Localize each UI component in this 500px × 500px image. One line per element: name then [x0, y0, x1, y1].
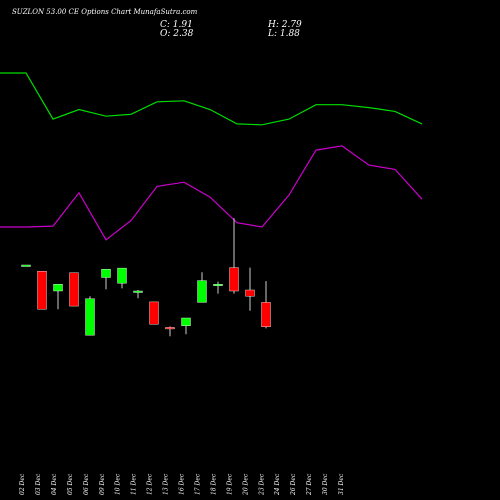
candle	[133, 290, 143, 299]
date-tick-label: 27 Dec	[306, 473, 313, 496]
date-tick-label: 03 Dec	[35, 473, 42, 495]
candle-body	[133, 290, 143, 293]
candle-body	[213, 284, 223, 286]
candle	[53, 284, 63, 310]
lower-line-series	[0, 145, 423, 241]
candle	[229, 218, 239, 294]
date-tick-label: 16 Dec	[179, 473, 186, 495]
candle-body	[21, 264, 31, 267]
upper-line-series	[0, 72, 423, 126]
low-value: L: 1.88	[268, 29, 300, 39]
candle-body	[37, 271, 47, 310]
candle	[181, 317, 191, 335]
candle-body	[149, 301, 159, 325]
candlesticks	[21, 218, 271, 337]
date-tick-label: 24 Dec	[274, 473, 281, 496]
candle-body	[101, 269, 111, 278]
high-value: H: 2.79	[268, 20, 302, 30]
date-tick-label: 31 Dec	[338, 473, 345, 495]
candle-body	[69, 272, 79, 307]
candle	[21, 264, 31, 267]
date-tick-label: 17 Dec	[194, 473, 201, 495]
date-tick-label: 11 Dec	[131, 473, 138, 495]
date-tick-label: 05 Dec	[67, 473, 74, 495]
date-axis: 02 Dec 03 Dec 04 Dec 05 Dec 06 Dec 09 Dec 10 D…	[19, 473, 345, 496]
candle-body	[245, 289, 255, 297]
candle	[117, 267, 127, 289]
candle	[149, 301, 159, 325]
candle-body	[53, 284, 63, 292]
date-tick-label: 26 Dec	[290, 473, 297, 496]
candle	[37, 271, 47, 310]
candle	[165, 326, 175, 337]
date-tick-label: 12 Dec	[147, 473, 154, 495]
date-tick-label: 09 Dec	[99, 473, 106, 495]
date-tick-label: 13 Dec	[163, 473, 170, 495]
candle-body	[85, 298, 95, 336]
candle-body	[261, 302, 271, 327]
candle	[69, 272, 79, 307]
date-tick-label: 19 Dec	[226, 473, 233, 495]
candle	[261, 281, 271, 329]
open-value: O: 2.38	[160, 29, 194, 39]
chart-title: SUZLON 53.00 CE Options Chart MunafaSutr…	[12, 8, 198, 16]
date-tick-label: 23 Dec	[258, 473, 265, 496]
price-lines	[0, 72, 423, 241]
candle-body	[197, 280, 207, 303]
candle-body	[165, 327, 175, 330]
candle	[101, 269, 111, 290]
close-value: C: 1.91	[160, 20, 193, 30]
date-tick-label: 06 Dec	[83, 473, 90, 495]
candle	[197, 272, 207, 303]
date-tick-label: 04 Dec	[51, 473, 58, 495]
candle	[213, 281, 223, 294]
candle-body	[117, 267, 127, 284]
candle	[85, 296, 95, 336]
date-tick-label: 02 Dec	[19, 473, 26, 495]
date-tick-label: 18 Dec	[210, 473, 217, 495]
candle-body	[229, 267, 239, 292]
date-tick-label: 10 Dec	[115, 473, 122, 495]
candle-body	[181, 317, 191, 327]
date-tick-label: 30 Dec	[322, 473, 329, 495]
date-tick-label: 20 Dec	[242, 473, 249, 496]
candle	[245, 267, 255, 311]
